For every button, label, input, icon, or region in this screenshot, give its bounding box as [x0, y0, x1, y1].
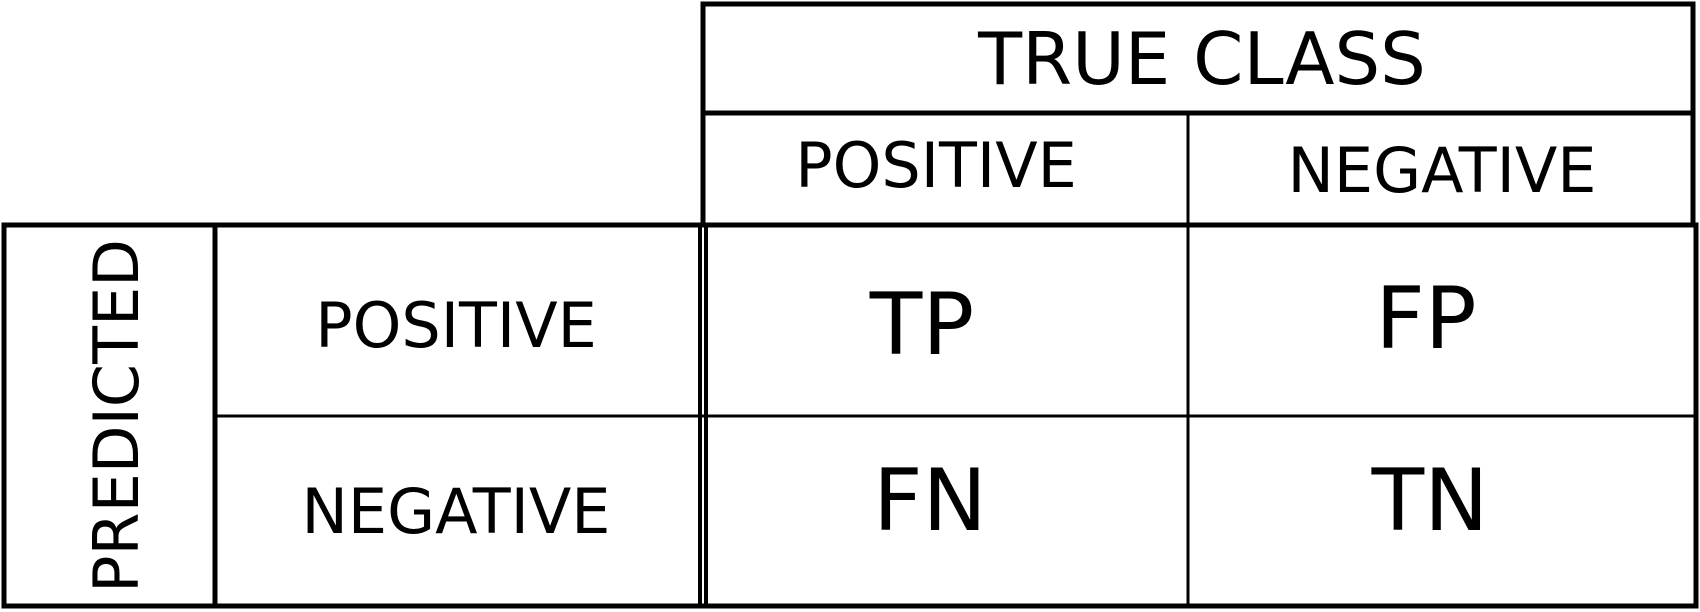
predicted-title: PREDICTED: [80, 239, 153, 593]
column-header-negative: NEGATIVE: [1288, 134, 1597, 207]
row-header-positive: POSITIVE: [315, 289, 597, 362]
true-class-header-box: [700, 1, 1696, 116]
cell-true-positive: TP: [869, 275, 974, 375]
true-class-title: TRUE CLASS: [977, 17, 1426, 101]
cell-false-positive: FP: [1375, 269, 1476, 369]
row-header-negative: NEGATIVE: [302, 475, 611, 548]
cell-false-negative: FN: [873, 451, 987, 551]
column-header-positive: POSITIVE: [795, 129, 1077, 202]
cell-true-negative: TN: [1371, 451, 1489, 551]
